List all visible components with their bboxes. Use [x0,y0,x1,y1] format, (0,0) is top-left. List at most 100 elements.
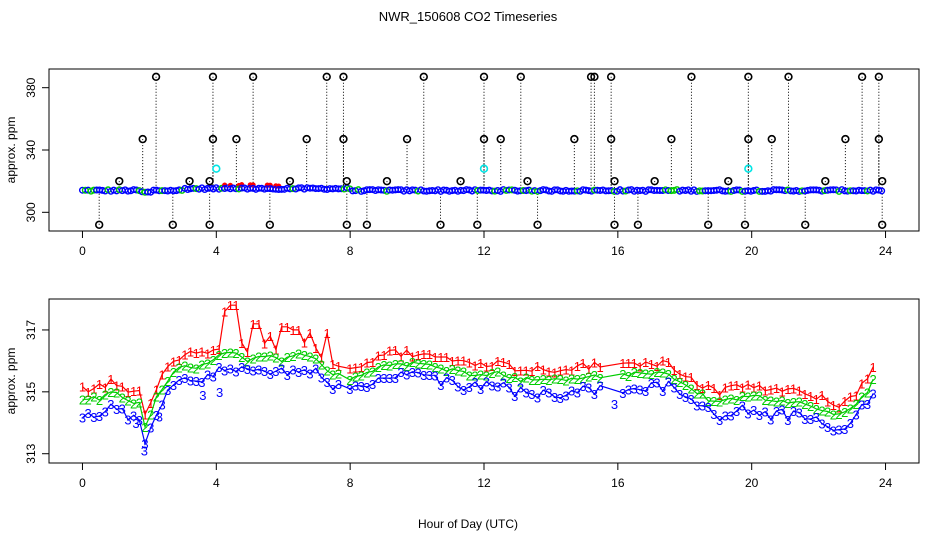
series-2-marker: 2 [414,356,421,371]
x-tick-label: 24 [879,244,893,258]
series-1-marker: 1 [158,367,165,382]
series-3-marker: 3 [193,374,200,389]
series-2-marker: 2 [420,357,427,372]
series-1-marker: 1 [540,363,547,378]
outlier-point [570,134,579,144]
series-1-marker: 1 [232,298,239,313]
series-3-marker: 3 [90,410,97,425]
series-3-marker: 3 [727,409,734,424]
series-1-marker: 1 [295,323,302,338]
series-2-marker: 2 [164,374,171,389]
series-1-marker: 1 [756,378,763,393]
series-2-marker: 2 [312,352,319,367]
series-1-marker: 1 [761,384,768,399]
series-2-marker: 2 [756,389,763,404]
series-1-marker: 1 [773,381,780,396]
series-3-marker: 3 [346,382,353,397]
series-1-marker: 1 [403,343,410,358]
series-1-marker: 1 [511,364,518,379]
series-2-marker: 2 [505,371,512,386]
series-1-marker: 1 [596,360,603,375]
series-2-marker: 2 [380,358,387,373]
series-1-marker: 1 [670,363,677,378]
series-1-marker: 1 [141,407,148,422]
series-1-marker: 1 [164,359,171,374]
series-3-marker: 3 [858,398,865,413]
series-3-marker: 3 [113,402,120,417]
series-1-marker: 1 [210,343,217,358]
series-3-marker: 3 [693,399,700,414]
series-3-marker: 3 [511,389,518,404]
series-3-marker: 3 [659,384,666,399]
series-1-marker: 1 [437,350,444,365]
outlier-point [168,220,178,229]
series-2-marker: 2 [813,402,820,417]
series-3-marker: 3 [454,380,461,395]
series-3-marker: 3 [611,397,618,412]
outlier-point [650,176,659,186]
series-1-marker: 1 [312,341,319,356]
series-1-marker: 1 [284,320,291,335]
series-1-marker: 1 [147,396,154,411]
series-3-marker: 3 [483,375,490,390]
series-1-marker: 1 [500,355,507,370]
outlier-point [265,220,275,229]
series-1-marker: 1 [710,381,717,396]
series-3-marker: 3 [397,365,404,380]
series-3-marker: 3 [414,366,421,381]
y-tick-label: 380 [24,77,38,97]
series-1-marker: 1 [551,365,558,380]
series-3-marker: 3 [335,377,342,392]
outlier-point [151,72,161,81]
series-1-marker: 1 [870,360,877,375]
top-panel: approx. ppm 0 4 8 12 16 20 24 300 340 380 [4,68,920,258]
series-1-marker: 1 [119,379,126,394]
series-1-marker: 1 [170,354,177,369]
series-2-marker: 2 [727,391,734,406]
series-3-marker: 3 [540,383,547,398]
outlier-point [94,220,104,229]
series-1-marker: 1 [739,381,746,396]
series-2-marker: 2 [392,357,399,372]
series-2-marker: 2 [540,372,547,387]
series-2-marker: 2 [557,372,564,387]
series-1-marker: 1 [659,354,666,369]
series-1-marker: 1 [801,387,808,402]
series-2-marker: 2 [113,385,120,400]
outlier-point [382,176,392,186]
series-1-marker: 1 [414,348,421,363]
series-1-marker: 1 [864,372,871,387]
series-2-marker: 2 [568,371,575,386]
outlier-point [606,134,616,144]
series-2-marker: 2 [369,364,376,379]
series-3-marker: 3 [739,398,746,413]
series-1-marker: 1 [323,326,330,341]
series-1-marker: 1 [705,378,712,393]
x-tick-label: 4 [213,476,220,490]
series-1-marker: 1 [665,355,672,370]
series-1-marker: 1 [130,384,137,399]
outlier-point [473,220,482,229]
series-3-marker: 3 [579,379,586,394]
series-3-marker: 3 [443,371,450,386]
series-1-marker: 1 [420,347,427,362]
series-3-marker: 3 [386,371,393,386]
series-1-marker: 1 [841,394,848,409]
outlier-point [877,176,887,186]
series-2-marker: 2 [289,349,296,364]
series-1-marker: 1 [261,337,268,352]
outlier-point [877,220,887,229]
outlier-point [784,72,793,81]
series-3-marker: 3 [562,388,569,403]
series-3-marker: 3 [409,365,416,380]
x-tick-label: 8 [347,244,354,258]
series-1-marker: 1 [488,359,495,374]
series-3-marker: 3 [744,407,751,422]
outlier-point [767,134,776,144]
series-3-marker: 3 [136,413,143,428]
series-2-marker: 2 [443,364,450,379]
series-3-marker: 3 [232,364,239,379]
series-3-marker: 3 [85,406,92,421]
series-1-marker: 1 [272,343,279,358]
